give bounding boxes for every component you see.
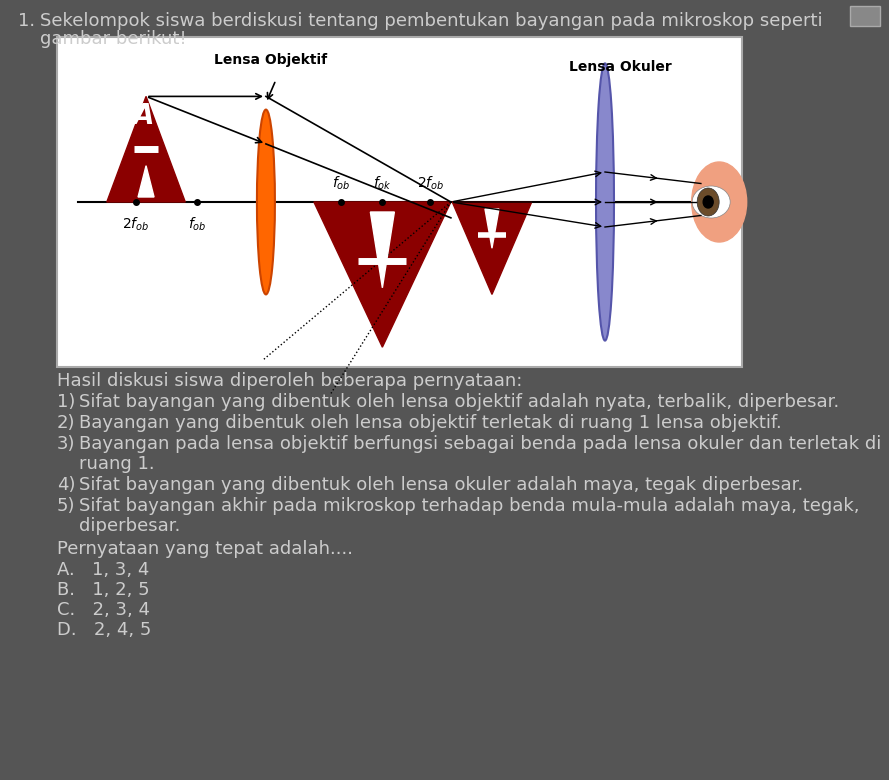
Text: C.   2, 3, 4: C. 2, 3, 4 bbox=[57, 601, 150, 619]
Text: 1.: 1. bbox=[18, 12, 36, 30]
Text: A.   1, 3, 4: A. 1, 3, 4 bbox=[57, 561, 149, 579]
Text: Pernyataan yang tepat adalah....: Pernyataan yang tepat adalah.... bbox=[57, 540, 353, 558]
Ellipse shape bbox=[257, 110, 275, 294]
Ellipse shape bbox=[697, 188, 719, 216]
Text: 5): 5) bbox=[57, 497, 76, 515]
Text: Bayangan pada lensa objektif berfungsi sebagai benda pada lensa okuler dan terle: Bayangan pada lensa objektif berfungsi s… bbox=[79, 435, 881, 453]
Ellipse shape bbox=[703, 196, 713, 208]
Text: $2f_{ob}$: $2f_{ob}$ bbox=[122, 216, 149, 233]
Text: Sifat bayangan yang dibentuk oleh lensa objektif adalah nyata, terbalik, diperbe: Sifat bayangan yang dibentuk oleh lensa … bbox=[79, 393, 839, 411]
Text: A: A bbox=[132, 102, 154, 130]
Text: D.   2, 4, 5: D. 2, 4, 5 bbox=[57, 621, 151, 639]
Polygon shape bbox=[485, 209, 499, 248]
Text: $f_{ob}$: $f_{ob}$ bbox=[188, 216, 207, 233]
Text: ruang 1.: ruang 1. bbox=[79, 455, 155, 473]
Ellipse shape bbox=[596, 63, 614, 341]
Text: diperbesar.: diperbesar. bbox=[79, 517, 180, 535]
Bar bbox=[850, 6, 880, 26]
Polygon shape bbox=[107, 97, 185, 202]
Text: $2f_{ob}$: $2f_{ob}$ bbox=[417, 175, 444, 192]
Polygon shape bbox=[138, 165, 154, 197]
Text: Lensa Objektif: Lensa Objektif bbox=[214, 53, 327, 67]
Text: Lensa Okuler: Lensa Okuler bbox=[569, 60, 671, 73]
Ellipse shape bbox=[693, 186, 730, 218]
Text: Sifat bayangan yang dibentuk oleh lensa okuler adalah maya, tegak diperbesar.: Sifat bayangan yang dibentuk oleh lensa … bbox=[79, 476, 804, 494]
Text: gambar berikut!: gambar berikut! bbox=[40, 30, 187, 48]
Text: $f_{ob}$: $f_{ob}$ bbox=[332, 175, 350, 192]
Text: 3): 3) bbox=[57, 435, 76, 453]
Polygon shape bbox=[314, 202, 451, 347]
Bar bbox=[57, 37, 742, 367]
Text: B.   1, 2, 5: B. 1, 2, 5 bbox=[57, 581, 149, 599]
Text: Sifat bayangan akhir pada mikroskop terhadap benda mula-mula adalah maya, tegak,: Sifat bayangan akhir pada mikroskop terh… bbox=[79, 497, 860, 515]
Text: Bayangan yang dibentuk oleh lensa objektif terletak di ruang 1 lensa objektif.: Bayangan yang dibentuk oleh lensa objekt… bbox=[79, 414, 781, 432]
Text: $f_{ok}$: $f_{ok}$ bbox=[373, 175, 392, 192]
Ellipse shape bbox=[692, 162, 747, 242]
Text: Hasil diskusi siswa diperoleh beberapa pernyataan:: Hasil diskusi siswa diperoleh beberapa p… bbox=[57, 372, 523, 390]
Text: 1): 1) bbox=[57, 393, 76, 411]
Polygon shape bbox=[453, 202, 532, 294]
Text: 4): 4) bbox=[57, 476, 76, 494]
Text: 2): 2) bbox=[57, 414, 76, 432]
Polygon shape bbox=[371, 212, 395, 288]
Text: Sekelompok siswa berdiskusi tentang pembentukan bayangan pada mikroskop seperti: Sekelompok siswa berdiskusi tentang pemb… bbox=[40, 12, 822, 30]
